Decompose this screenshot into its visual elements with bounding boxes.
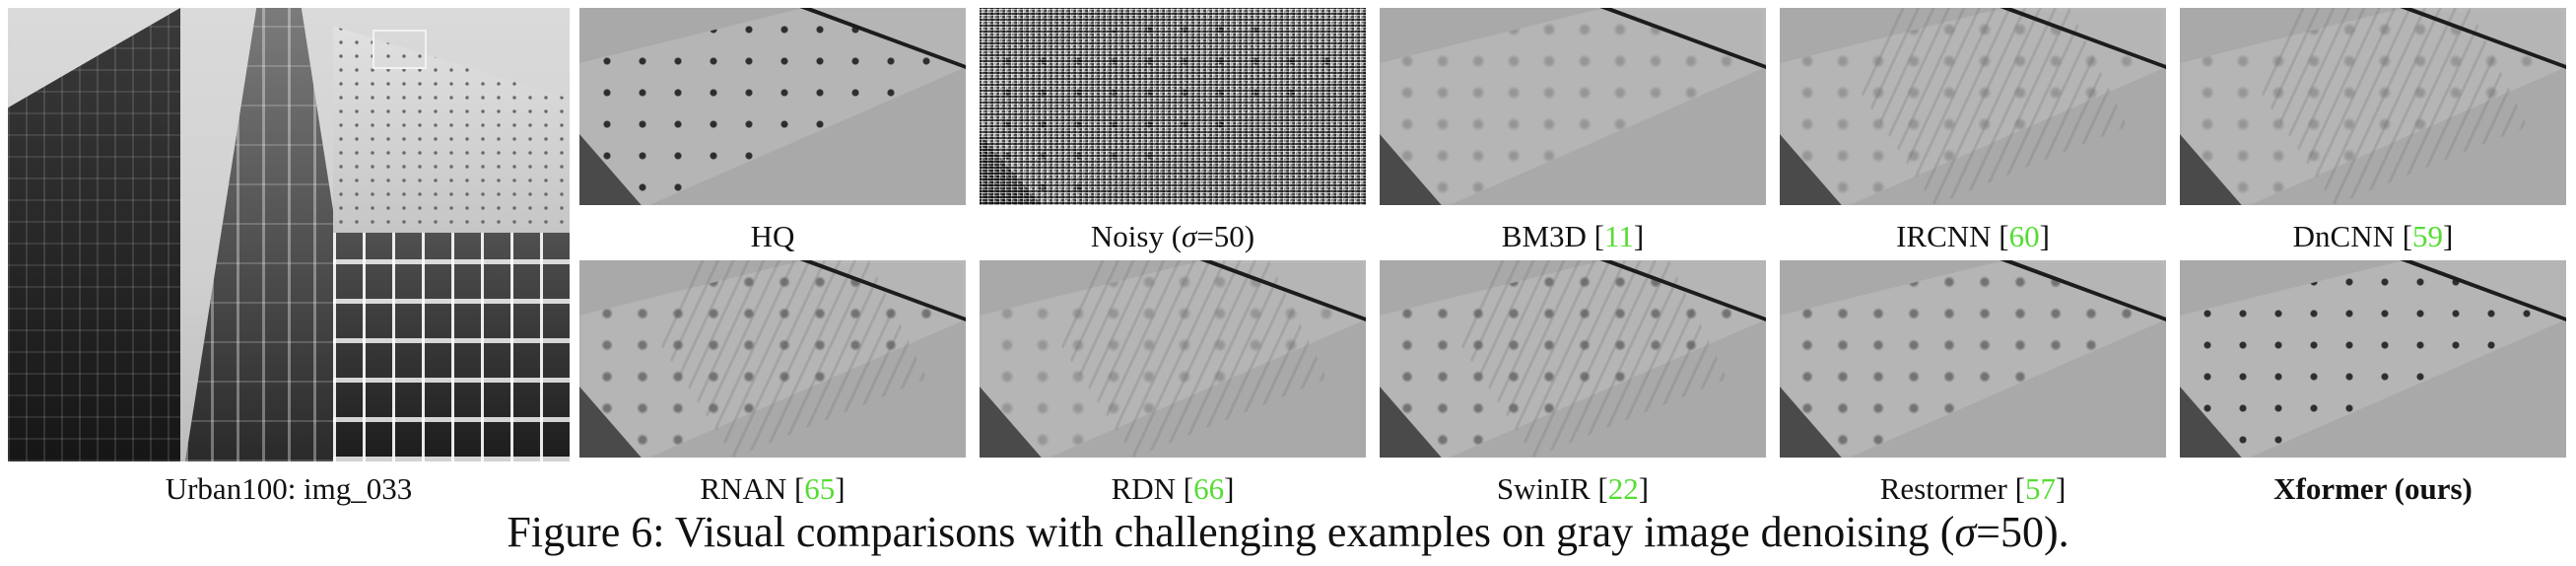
- patch-ircnn: [1780, 8, 2166, 205]
- caption-hq: HQ: [750, 219, 795, 253]
- caption-bm3d: BM3D [11]: [1501, 219, 1645, 253]
- patch-noisy: [980, 8, 1366, 205]
- citation-link[interactable]: 59: [2412, 219, 2444, 253]
- patch-dncnn: [2180, 8, 2566, 205]
- overview-caption: Urban100: img_033: [165, 471, 413, 506]
- crop-region-box: [373, 30, 427, 69]
- caption-swinir: SwinIR [22]: [1496, 471, 1650, 506]
- patch-swinir: [1380, 260, 1766, 458]
- figure-caption: Figure 6: Visual comparisons with challe…: [507, 508, 2069, 556]
- citation-link[interactable]: 11: [1604, 219, 1634, 253]
- patch-restormer: [1780, 260, 2166, 458]
- patch-rdn: [980, 260, 1366, 458]
- caption-rdn: RDN [66]: [1111, 471, 1235, 506]
- citation-link[interactable]: 60: [2008, 219, 2040, 253]
- caption-dncnn: DnCNN [59]: [2292, 219, 2454, 253]
- patch-bm3d: [1380, 8, 1766, 205]
- citation-link[interactable]: 65: [804, 471, 836, 506]
- caption-xformer: Xformer (ours): [2273, 471, 2473, 506]
- caption-noisy: Noisy (σ=50): [1090, 219, 1255, 253]
- citation-link[interactable]: 66: [1193, 471, 1225, 506]
- citation-link[interactable]: 57: [2024, 471, 2056, 506]
- overview-image: [8, 8, 570, 461]
- patch-xformer: [2180, 260, 2566, 458]
- patch-hq: [579, 8, 966, 205]
- caption-ircnn: IRCNN [60]: [1896, 219, 2050, 253]
- citation-link[interactable]: 22: [1607, 471, 1639, 506]
- caption-rnan: RNAN [65]: [700, 471, 846, 506]
- caption-restormer: Restormer [57]: [1879, 471, 2067, 506]
- patch-rnan: [579, 260, 966, 458]
